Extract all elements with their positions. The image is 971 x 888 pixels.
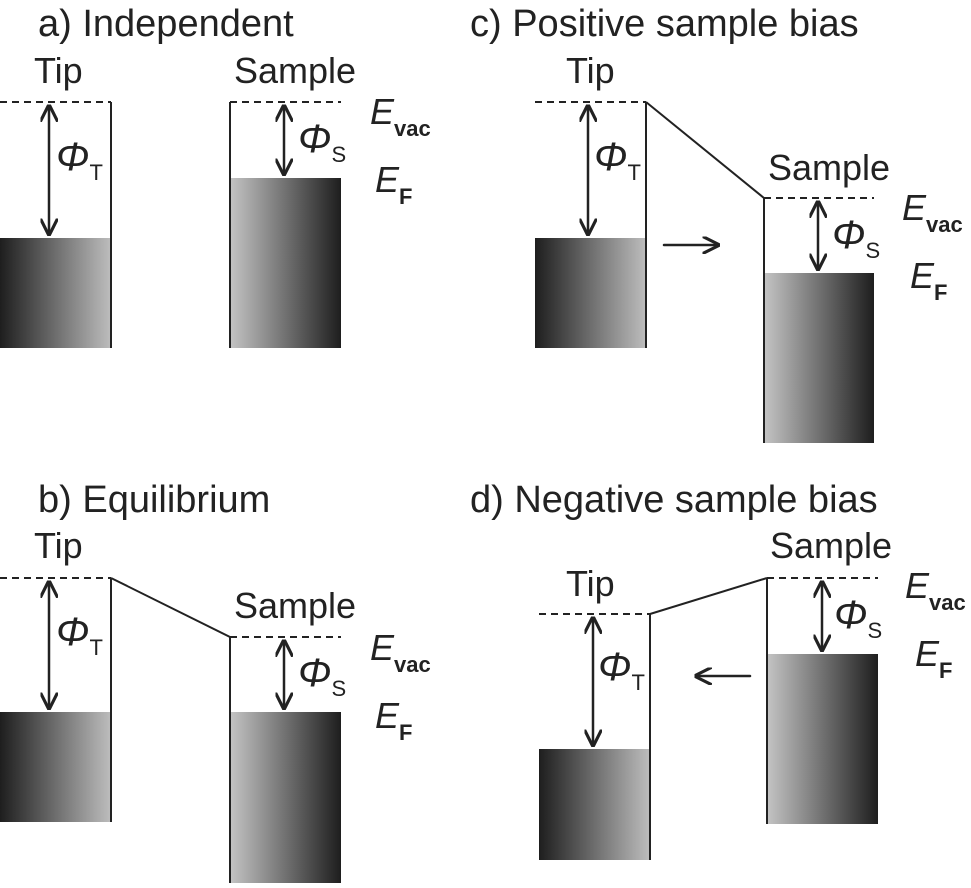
panel-a: a) Independent Tip Sample ΦT ΦS Evac EF — [0, 3, 431, 348]
panel-c-tunnel-barrier — [645, 101, 765, 199]
panel-b-tip-fermi-sea — [0, 712, 111, 822]
panel-c-title: c) Positive sample bias — [470, 3, 859, 45]
panel-d-tip-fermi-sea — [539, 749, 650, 860]
panel-a-phi-sample: ΦS — [298, 117, 346, 167]
panel-d-tip-label: Tip — [566, 563, 615, 604]
panel-d-title: d) Negative sample bias — [470, 479, 878, 521]
panel-c-e-vac-label: Evac — [902, 187, 963, 237]
panel-c-sample-label: Sample — [768, 147, 890, 188]
panel-a-tip-label: Tip — [34, 50, 83, 91]
panel-d-tunnel-barrier — [649, 577, 768, 615]
panel-c-e-f-label: EF — [910, 255, 947, 305]
panel-b-sample-fermi-sea — [230, 712, 341, 883]
panel-b-tip-label: Tip — [34, 525, 83, 566]
panel-b-sample-label: Sample — [234, 585, 356, 626]
panel-a-e-f-label: EF — [375, 159, 412, 209]
panel-c-tip-label: Tip — [566, 50, 615, 91]
panel-a-e-vac-label: Evac — [370, 91, 431, 141]
panel-b-phi-sample: ΦS — [298, 651, 346, 701]
panel-a-phi-tip: ΦT — [56, 135, 103, 185]
panel-c-phi-tip: ΦT — [594, 135, 641, 185]
panel-a-title: a) Independent — [38, 3, 294, 45]
panel-c-phi-sample: ΦS — [832, 213, 880, 263]
panel-b-e-vac-label: Evac — [370, 627, 431, 677]
panel-c: c) Positive sample bias Tip Sample ΦT ΦS… — [470, 3, 963, 443]
panel-d: d) Negative sample bias Sample Tip ΦT ΦS… — [470, 479, 966, 860]
panel-b-title: b) Equilibrium — [38, 479, 270, 521]
panel-a-sample-fermi-sea — [230, 178, 341, 348]
panel-b: b) Equilibrium Tip Sample ΦT ΦS Evac EF — [0, 479, 431, 883]
panel-b-tunnel-barrier — [110, 577, 231, 638]
panel-d-e-vac-label: Evac — [905, 565, 966, 615]
panel-d-sample-fermi-sea — [767, 654, 878, 824]
panel-d-e-f-label: EF — [915, 633, 952, 683]
panel-c-sample-fermi-sea — [764, 273, 874, 443]
panel-c-tip-fermi-sea — [535, 238, 646, 348]
panel-d-phi-sample: ΦS — [834, 593, 882, 643]
panel-a-sample-label: Sample — [234, 50, 356, 91]
panel-d-sample-label: Sample — [770, 525, 892, 566]
panel-b-phi-tip: ΦT — [56, 610, 103, 660]
panel-b-e-f-label: EF — [375, 695, 412, 745]
panel-a-tip-fermi-sea — [0, 238, 111, 348]
panel-d-phi-tip: ΦT — [598, 645, 645, 695]
